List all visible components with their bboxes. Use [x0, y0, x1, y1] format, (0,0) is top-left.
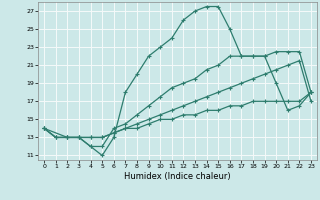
X-axis label: Humidex (Indice chaleur): Humidex (Indice chaleur) — [124, 172, 231, 181]
